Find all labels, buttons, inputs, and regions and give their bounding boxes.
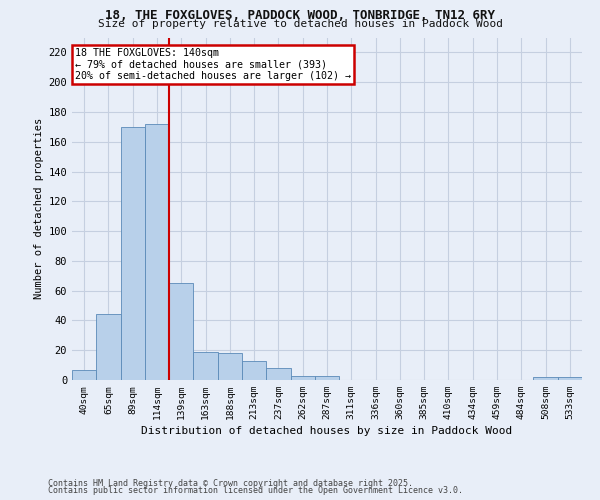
Bar: [96, 314, 121, 380]
Bar: [558, 377, 582, 380]
Text: Contains HM Land Registry data © Crown copyright and database right 2025.: Contains HM Land Registry data © Crown c…: [48, 478, 413, 488]
Text: 18 THE FOXGLOVES: 140sqm
← 79% of detached houses are smaller (393)
20% of semi-: 18 THE FOXGLOVES: 140sqm ← 79% of detach…: [74, 48, 350, 81]
Bar: [290, 376, 315, 380]
Bar: [266, 368, 290, 380]
Bar: [218, 353, 242, 380]
Bar: [533, 377, 558, 380]
Text: Contains public sector information licensed under the Open Government Licence v3: Contains public sector information licen…: [48, 486, 463, 495]
Bar: [242, 360, 266, 380]
X-axis label: Distribution of detached houses by size in Paddock Wood: Distribution of detached houses by size …: [142, 426, 512, 436]
Bar: [169, 283, 193, 380]
Bar: [72, 370, 96, 380]
Bar: [193, 352, 218, 380]
Bar: [315, 376, 339, 380]
Text: 18, THE FOXGLOVES, PADDOCK WOOD, TONBRIDGE, TN12 6RY: 18, THE FOXGLOVES, PADDOCK WOOD, TONBRID…: [105, 9, 495, 22]
Bar: [121, 127, 145, 380]
Y-axis label: Number of detached properties: Number of detached properties: [34, 118, 44, 300]
Text: Size of property relative to detached houses in Paddock Wood: Size of property relative to detached ho…: [97, 19, 503, 29]
Bar: [145, 124, 169, 380]
